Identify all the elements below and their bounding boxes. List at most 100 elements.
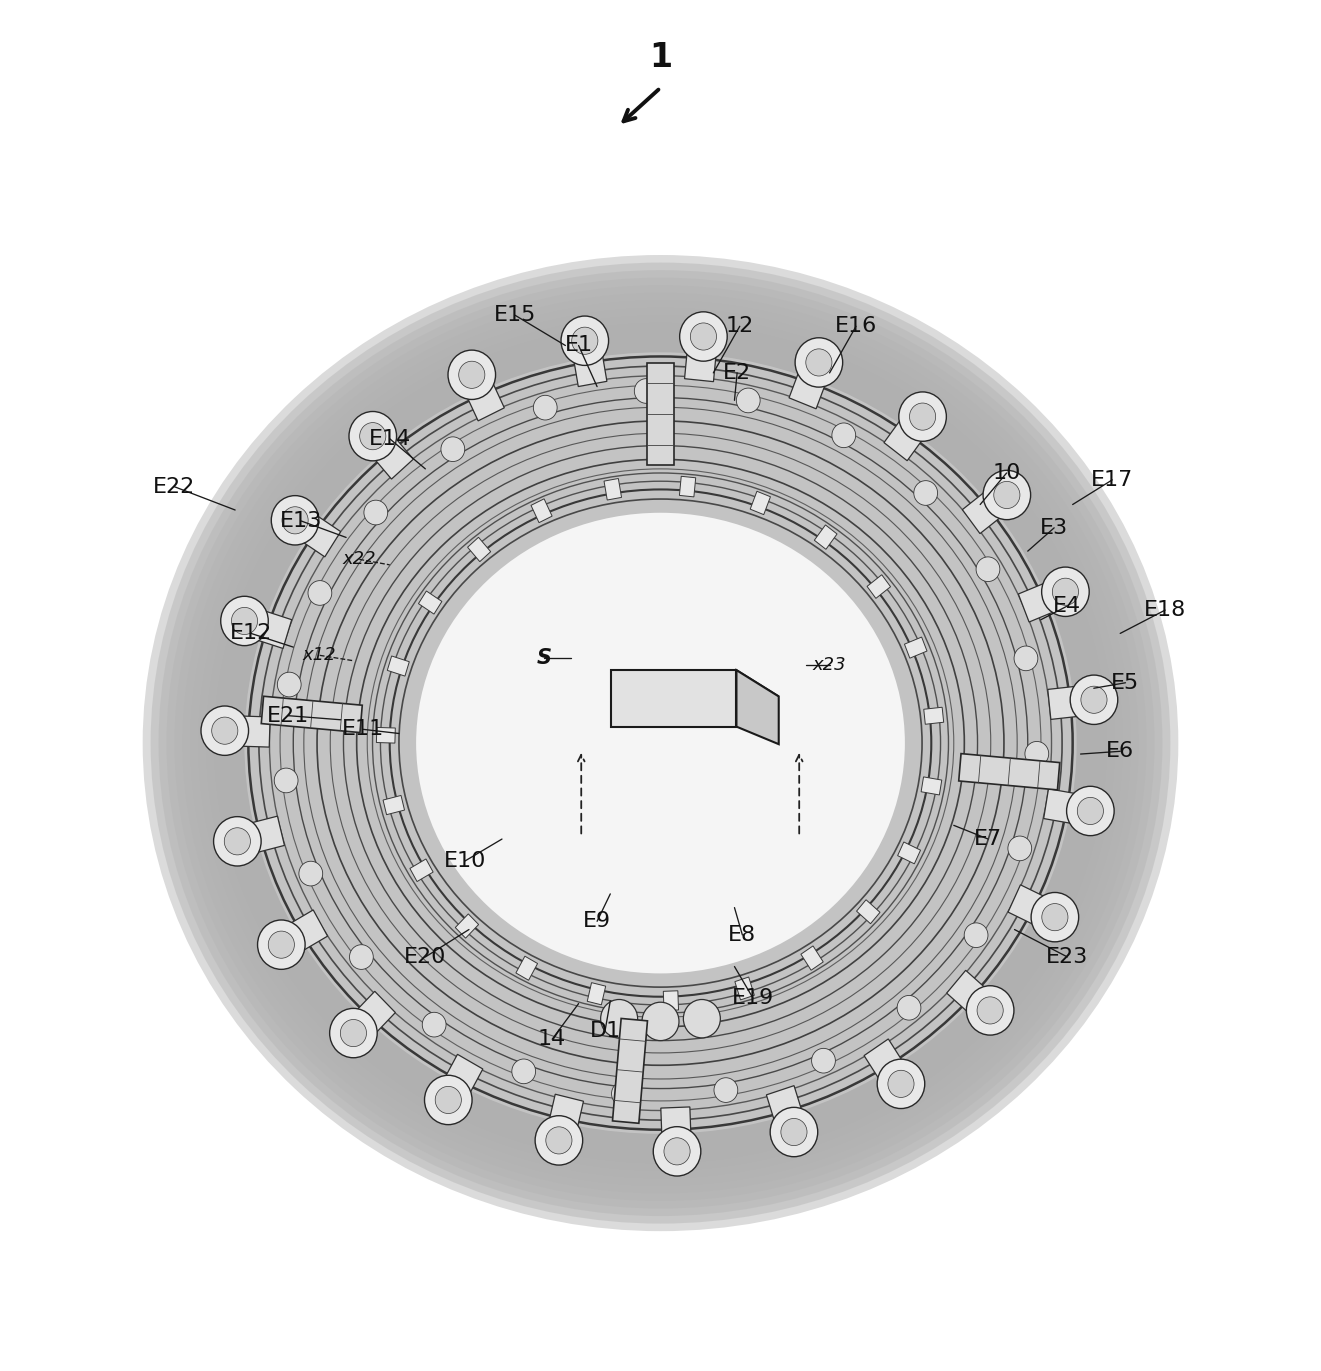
Circle shape xyxy=(976,557,1000,581)
Polygon shape xyxy=(856,899,880,924)
Circle shape xyxy=(535,1116,583,1165)
Circle shape xyxy=(363,500,387,525)
Polygon shape xyxy=(262,696,362,732)
Circle shape xyxy=(898,392,946,441)
Polygon shape xyxy=(248,609,292,648)
Circle shape xyxy=(448,350,495,399)
Circle shape xyxy=(664,1138,690,1165)
Text: E14: E14 xyxy=(369,429,411,448)
Polygon shape xyxy=(734,978,754,999)
Polygon shape xyxy=(898,842,921,864)
Circle shape xyxy=(888,1071,914,1097)
Circle shape xyxy=(1042,903,1067,931)
Circle shape xyxy=(281,507,308,533)
Polygon shape xyxy=(456,914,478,938)
Circle shape xyxy=(458,361,485,388)
Text: D1: D1 xyxy=(589,1021,621,1041)
Circle shape xyxy=(275,768,299,792)
Circle shape xyxy=(1025,742,1049,766)
Circle shape xyxy=(423,1012,446,1036)
Circle shape xyxy=(691,324,716,350)
Polygon shape xyxy=(531,499,552,522)
Circle shape xyxy=(1070,675,1118,724)
Circle shape xyxy=(1078,798,1103,824)
Text: E12: E12 xyxy=(230,624,272,643)
Polygon shape xyxy=(383,795,404,814)
Polygon shape xyxy=(921,777,942,795)
Polygon shape xyxy=(1044,788,1085,825)
Circle shape xyxy=(1081,687,1107,713)
Polygon shape xyxy=(349,991,395,1039)
Ellipse shape xyxy=(182,293,1139,1193)
Polygon shape xyxy=(750,491,770,514)
Text: E15: E15 xyxy=(494,306,536,325)
Circle shape xyxy=(221,596,268,646)
Circle shape xyxy=(612,1082,635,1106)
Text: E11: E11 xyxy=(342,720,384,739)
Text: x22: x22 xyxy=(342,550,376,569)
Circle shape xyxy=(231,607,258,635)
Polygon shape xyxy=(281,910,328,956)
Text: 10: 10 xyxy=(992,463,1021,483)
Polygon shape xyxy=(610,670,779,696)
Circle shape xyxy=(781,1119,807,1146)
Polygon shape xyxy=(663,991,679,1010)
Circle shape xyxy=(914,481,938,506)
Circle shape xyxy=(299,861,322,886)
Polygon shape xyxy=(468,537,490,562)
Circle shape xyxy=(424,1075,472,1124)
Text: E17: E17 xyxy=(1091,470,1133,489)
Circle shape xyxy=(811,1049,835,1073)
Circle shape xyxy=(634,378,658,403)
Polygon shape xyxy=(1018,580,1063,622)
Polygon shape xyxy=(864,1039,909,1087)
Ellipse shape xyxy=(214,322,1107,1163)
Text: E22: E22 xyxy=(153,477,196,496)
Circle shape xyxy=(1053,579,1078,606)
Polygon shape xyxy=(867,574,890,598)
Polygon shape xyxy=(647,363,674,466)
Circle shape xyxy=(435,1086,461,1113)
Polygon shape xyxy=(884,411,930,461)
Text: E16: E16 xyxy=(835,317,877,336)
Circle shape xyxy=(534,395,557,420)
Polygon shape xyxy=(679,476,696,496)
Polygon shape xyxy=(242,816,284,854)
Polygon shape xyxy=(419,591,443,614)
Polygon shape xyxy=(588,983,606,1005)
Polygon shape xyxy=(410,860,433,882)
Circle shape xyxy=(572,328,598,354)
Polygon shape xyxy=(947,971,993,1019)
Polygon shape xyxy=(572,344,606,387)
Circle shape xyxy=(225,828,251,856)
Text: E5: E5 xyxy=(1111,673,1140,692)
Circle shape xyxy=(277,672,301,696)
Text: E13: E13 xyxy=(280,511,322,531)
Ellipse shape xyxy=(190,300,1131,1186)
Text: E3: E3 xyxy=(1040,518,1069,537)
Circle shape xyxy=(258,920,305,969)
Polygon shape xyxy=(684,340,717,381)
Text: E23: E23 xyxy=(1046,947,1089,967)
Text: E10: E10 xyxy=(444,851,486,871)
Circle shape xyxy=(1066,787,1114,836)
Text: E20: E20 xyxy=(404,947,446,967)
Polygon shape xyxy=(959,754,1059,790)
Polygon shape xyxy=(547,1094,584,1138)
Circle shape xyxy=(967,986,1015,1035)
Text: 12: 12 xyxy=(725,317,754,336)
Polygon shape xyxy=(232,716,269,747)
Circle shape xyxy=(642,1002,679,1041)
Polygon shape xyxy=(923,707,943,724)
Circle shape xyxy=(214,817,262,866)
Text: x12: x12 xyxy=(303,646,337,665)
Text: E7: E7 xyxy=(974,829,1003,849)
Polygon shape xyxy=(905,638,927,658)
Ellipse shape xyxy=(151,262,1170,1223)
Circle shape xyxy=(330,1009,378,1058)
Circle shape xyxy=(795,337,843,387)
Polygon shape xyxy=(517,956,538,980)
Polygon shape xyxy=(376,728,395,743)
Circle shape xyxy=(909,403,935,430)
Text: E6: E6 xyxy=(1106,742,1135,761)
